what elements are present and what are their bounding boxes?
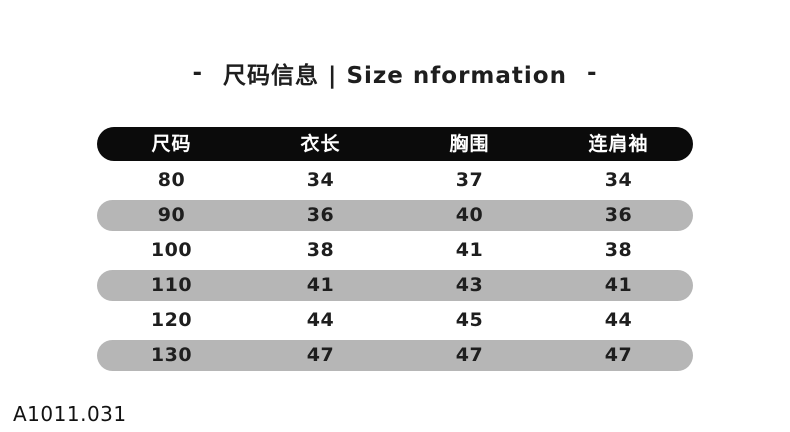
table-header-row: 尺码 衣长 胸围 连肩袖 — [97, 127, 693, 161]
cell-chest: 40 — [455, 204, 484, 226]
cell-size: 80 — [157, 169, 186, 191]
cell-size: 90 — [157, 204, 186, 226]
cell-length: 38 — [306, 239, 335, 261]
cell-sleeve: 36 — [604, 204, 633, 226]
page-title: - 尺码信息 | Size nformation - — [0, 56, 790, 90]
table-row: 130 47 47 47 — [97, 340, 693, 371]
cell-length: 34 — [306, 169, 335, 191]
title-dash-right: - — [586, 60, 598, 86]
cell-size: 130 — [150, 344, 193, 366]
cell-size: 110 — [150, 274, 193, 296]
table-row: 110 41 43 41 — [97, 270, 693, 301]
column-header-chest: 胸围 — [449, 132, 490, 155]
cell-sleeve: 44 — [604, 309, 633, 331]
cell-length: 41 — [306, 274, 335, 296]
table-row: 120 44 45 44 — [97, 305, 693, 336]
column-header-sleeve: 连肩袖 — [588, 132, 649, 155]
title-dash-left: - — [192, 60, 204, 86]
column-header-length: 衣长 — [300, 132, 341, 155]
cell-chest: 45 — [455, 309, 484, 331]
cell-length: 47 — [306, 344, 335, 366]
table-row: 80 34 37 34 — [97, 165, 693, 196]
cell-size: 100 — [150, 239, 193, 261]
cell-sleeve: 38 — [604, 239, 633, 261]
cell-sleeve: 47 — [604, 344, 633, 366]
cell-chest: 37 — [455, 169, 484, 191]
product-code: A1011.031 — [13, 402, 127, 426]
table-row: 100 38 41 38 — [97, 235, 693, 266]
cell-sleeve: 41 — [604, 274, 633, 296]
column-header-size: 尺码 — [151, 132, 192, 155]
cell-size: 120 — [150, 309, 193, 331]
title-text: 尺码信息 | Size nformation — [223, 63, 567, 89]
table-row: 90 36 40 36 — [97, 200, 693, 231]
cell-length: 44 — [306, 309, 335, 331]
cell-chest: 47 — [455, 344, 484, 366]
cell-length: 36 — [306, 204, 335, 226]
cell-chest: 41 — [455, 239, 484, 261]
size-table: 尺码 衣长 胸围 连肩袖 80 34 37 34 90 36 40 36 100… — [97, 127, 693, 375]
cell-sleeve: 34 — [604, 169, 633, 191]
cell-chest: 43 — [455, 274, 484, 296]
